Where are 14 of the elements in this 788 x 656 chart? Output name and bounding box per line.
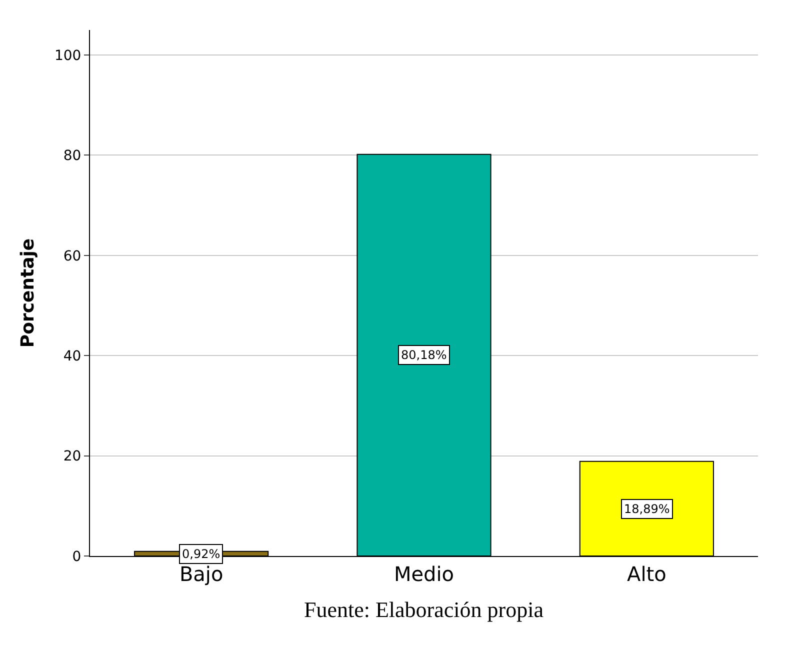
x-tick-label: Bajo bbox=[179, 562, 224, 586]
y-tick-label: 20 bbox=[63, 448, 82, 465]
y-tick-label: 0 bbox=[72, 548, 82, 565]
data-label: 80,18% bbox=[401, 348, 447, 362]
y-axis-title: Porcentaje bbox=[18, 238, 39, 348]
data-label: 0,92% bbox=[182, 547, 220, 561]
x-tick-label: Alto bbox=[627, 562, 666, 586]
y-tick-label: 80 bbox=[63, 148, 82, 164]
x-tick-label: Medio bbox=[394, 562, 454, 586]
y-tick-label: 100 bbox=[54, 48, 82, 64]
y-tick-label: 40 bbox=[63, 348, 82, 365]
source-note: Fuente: Elaboración propia bbox=[304, 597, 544, 622]
data-label: 18,89% bbox=[624, 502, 670, 516]
y-tick-label: 60 bbox=[63, 248, 82, 264]
